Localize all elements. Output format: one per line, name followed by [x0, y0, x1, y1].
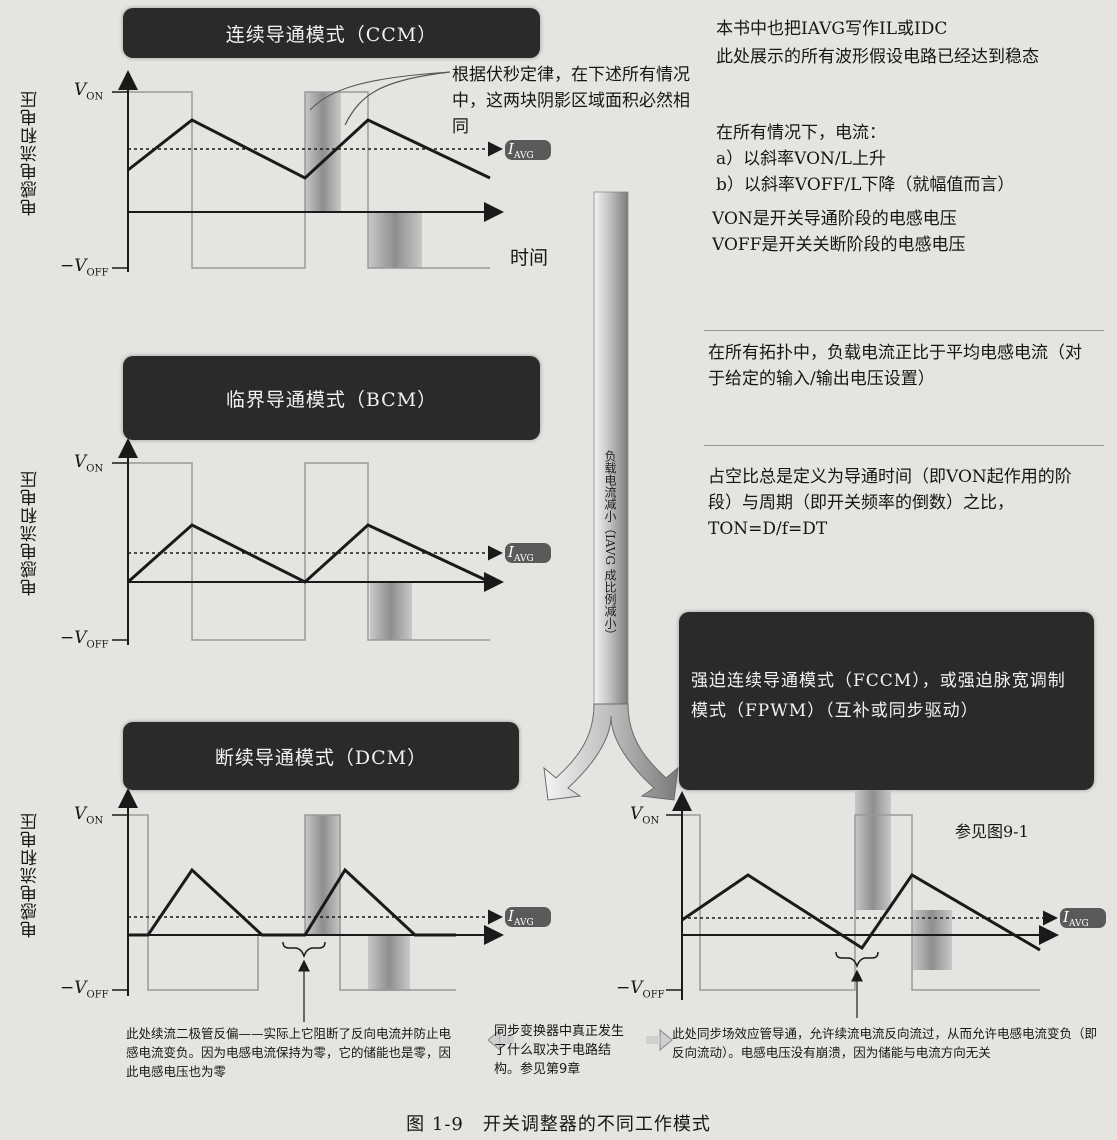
von-label-dcm: VON [74, 804, 104, 827]
dcm-shade-on [305, 815, 341, 935]
volt-second-note: 根据伏秒定律，在下述所有情况中，这两块阴影区域面积必然相同 [452, 65, 690, 137]
ccm-callout-curve-2 [309, 71, 451, 111]
ccm-shade-off [368, 212, 422, 268]
dcm-current-waveform [128, 867, 456, 937]
note-voff-def: VOFF是开关关断阶段的电感电压 [712, 235, 966, 255]
fccm-banner: 强迫连续导通模式（FCCM），或强迫脉宽调制模式（FPWM）（互补或同步驱动） [679, 612, 1094, 790]
time-label: 时间 [510, 247, 549, 269]
voff-label-dcm: −VOFF [60, 978, 109, 1001]
fccm-shade-on [855, 790, 891, 910]
note-load-current: 在所有拓扑中，负载电流正比于平均电感电流（对于给定的输入/输出电压设置） [708, 343, 1082, 389]
fccm-shade-off [912, 910, 952, 970]
iavg-label-dcm: IAVG [508, 907, 534, 928]
voff-label-bcm: −VOFF [60, 628, 109, 651]
dcm-banner: 断续导通模式（DCM） [123, 722, 519, 790]
note-sync-fet-conducts: 此处同步场效应管导通，允许续流电流反向流过，从而允许电感电流变负（即反向流动）。… [672, 1026, 1098, 1060]
fccm-voltage-waveform [682, 814, 1040, 991]
bcm-shade [370, 582, 412, 640]
note-iavg-alias: 本书中也把IAVG写作IL或IDC [716, 19, 948, 39]
see-fig-note: 参见图9-1 [955, 822, 1029, 841]
note-all-cases: 在所有情况下，电流： [716, 123, 886, 143]
note-diode-reverse-bias: 此处续流二极管反偏——实际上它阻断了反向电流并防止电感电流变负。因为电感电流保持… [126, 1026, 452, 1079]
bcm-banner: 临界导通模式（BCM） [123, 356, 540, 440]
note-rise: a）以斜率VON/L上升 [716, 149, 886, 169]
fccm-brace [835, 951, 879, 969]
dcm-panel [112, 788, 504, 1022]
iavg-label-fccm: IAVG [1063, 908, 1089, 929]
load-decrease-arrow [487, 191, 679, 1052]
dcm-shade-off [368, 935, 410, 991]
note-duty-cycle: 占空比总是定义为导通时间（即VON起作用的阶段）与周期（即开关频率的倒数）之比，… [708, 467, 1072, 539]
fccm-panel [666, 790, 1059, 1018]
voff-label-ccm: −VOFF [60, 256, 109, 279]
divider-2 [704, 445, 1104, 446]
voff-label-fccm: −VOFF [616, 978, 665, 1001]
bcm-current-waveform [127, 523, 491, 584]
note-von-def: VON是开关导通阶段的电感电压 [712, 209, 957, 229]
ccm-banner: 连续导通模式（CCM） [123, 8, 540, 58]
divider-1 [704, 330, 1104, 331]
ccm-callout-curve [344, 71, 451, 126]
ccm-panel [112, 70, 504, 272]
ccm-current-waveform [127, 118, 491, 180]
dcm-brace [282, 941, 326, 959]
iavg-label-bcm: IAVG [508, 543, 534, 564]
bcm-panel [112, 438, 504, 645]
figure-caption: 图 1-9 开关调整器的不同工作模式 [406, 1114, 711, 1135]
von-label-bcm: VON [74, 452, 104, 475]
von-label-fccm: VON [630, 804, 660, 827]
iavg-label-ccm: IAVG [508, 140, 534, 161]
vertical-arrow-label: 负载电流减小（IAVG 成比例减小） [603, 450, 617, 641]
note-steady-state: 此处展示的所有波形假设电路已经达到稳态 [716, 47, 1039, 67]
note-fall: b）以斜率VOFF/L下降（就幅值而言） [716, 175, 1015, 195]
von-label-ccm: VON [74, 80, 104, 103]
iavg-badges [505, 140, 1106, 928]
fccm-current-waveform [681, 872, 1041, 952]
bcm-voltage-waveform [128, 462, 490, 641]
note-synchronous-converter: 同步变换器中真正发生了什么取决于电路结构。参见第9章 [494, 1024, 625, 1077]
